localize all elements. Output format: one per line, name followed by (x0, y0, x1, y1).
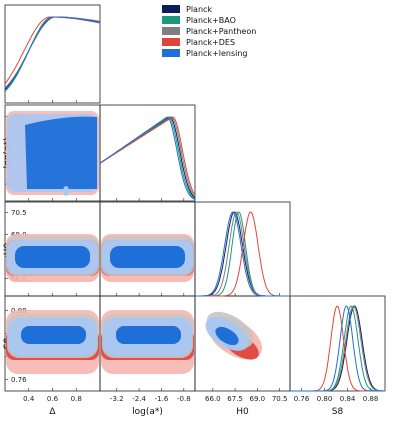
marginal-curve-delta (4, 16, 101, 85)
legend-swatch (162, 27, 180, 35)
x-tick-label: 0.76 (294, 395, 310, 403)
legend: Planck Planck+BAO Planck+Pantheon Planck+DE… (162, 5, 256, 58)
marginal-curve-s8 (290, 305, 385, 392)
marginal-curve-delta (4, 16, 101, 90)
contour-lensing-hole (63, 186, 69, 196)
legend-label: Planck+BAO (186, 16, 236, 25)
contour-lensing-inner (215, 326, 239, 346)
legend-swatch (162, 5, 180, 13)
x-tick-label: 0.84 (340, 395, 356, 403)
contour-lensing-inner (110, 246, 185, 268)
x-tick-label: -0.8 (177, 395, 191, 403)
contour-lensing-inner (116, 326, 181, 344)
marginal-curve-delta (4, 16, 101, 92)
x-tick-label: 69.0 (250, 395, 266, 403)
contour-lensing-inner (25, 116, 97, 189)
legend-swatch (162, 16, 180, 24)
legend-swatch (162, 49, 180, 57)
x-tick-label: 70.5 (272, 395, 288, 403)
x-tick-label: 0.8 (71, 395, 82, 403)
axis-label: log(a*) (132, 407, 163, 417)
legend-swatch (162, 38, 180, 46)
legend-label: Planck+lensing (186, 49, 248, 58)
x-tick-label: 0.88 (363, 395, 379, 403)
marginal-curve-h0 (195, 211, 290, 297)
x-tick-label: -1.6 (155, 395, 169, 403)
marginal-curve-delta (4, 16, 101, 89)
axis-label: Δ (49, 407, 56, 417)
marginal-curve-delta (4, 16, 101, 91)
legend-label: Planck (186, 5, 212, 14)
marginal-curve-loga (99, 116, 196, 201)
x-tick-label: 0.6 (47, 395, 59, 403)
legend-label: Planck+Pantheon (186, 27, 256, 36)
panel-frame-3-3 (289, 295, 386, 392)
contour-lensing-inner (15, 246, 90, 268)
y-tick-label: 70.5 (11, 209, 27, 217)
axis-label: S8 (332, 407, 344, 417)
axis-label: H0 (236, 407, 249, 417)
marginal-curve-loga (99, 116, 196, 199)
y-tick-label: 0.76 (11, 376, 27, 384)
x-tick-label: -3.2 (110, 395, 124, 403)
x-tick-label: 0.80 (317, 395, 333, 403)
marginal-curve-h0 (195, 211, 290, 297)
panel-frame-1-1 (99, 104, 196, 202)
x-tick-label: 0.4 (23, 395, 35, 403)
contour-lensing-inner (21, 326, 86, 344)
x-tick-label: -2.4 (132, 395, 146, 403)
marginal-curve-loga (99, 116, 196, 196)
x-tick-label: 67.5 (227, 395, 243, 403)
marginal-curve-s8 (290, 305, 385, 392)
legend-label: Planck+DES (186, 38, 235, 47)
x-tick-label: 66.0 (205, 395, 221, 403)
